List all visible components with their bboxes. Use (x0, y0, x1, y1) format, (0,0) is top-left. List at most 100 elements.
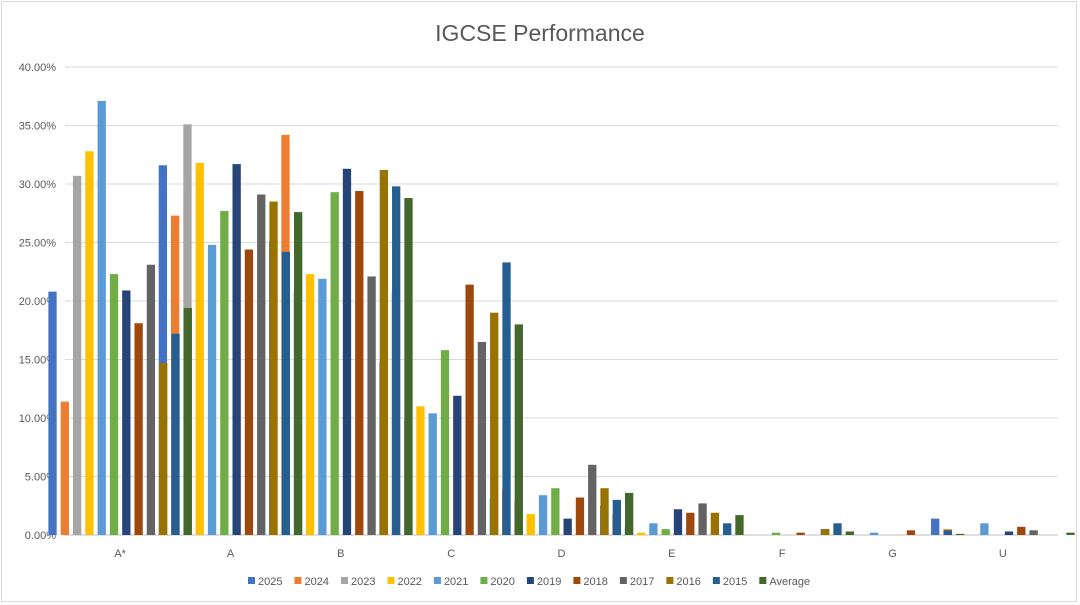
y-tick-label: 15.00% (19, 355, 57, 367)
legend-item: Average (759, 576, 810, 588)
bar-2024-A* (60, 401, 69, 535)
legend-item: 2019 (526, 576, 561, 588)
x-tick-label: A (227, 548, 235, 560)
bar-Average-A (294, 212, 303, 535)
x-tick-label: B (337, 548, 344, 560)
bar-2022-C (416, 406, 425, 535)
legend-swatch (248, 577, 255, 584)
legend-item: 2017 (619, 576, 654, 588)
bar-2018-A* (134, 323, 143, 535)
bar-Average-A* (183, 308, 192, 535)
bar-2020-C (440, 350, 450, 535)
bar-2015-D (612, 499, 621, 535)
bar-Average-U (1066, 532, 1075, 535)
bar-Average-D (625, 492, 634, 535)
bar-2016-A* (159, 363, 168, 535)
bar-2025-U (931, 518, 940, 535)
bar-2017-E (698, 503, 707, 535)
bar-2016-E (710, 512, 720, 535)
legend-item: 2025 (248, 576, 282, 588)
bar-2017-U (1029, 530, 1038, 535)
legend-item: 2015 (712, 576, 747, 588)
bar-2021-D (538, 495, 548, 535)
y-tick-label: 5.00% (25, 472, 56, 484)
bar-2018-E (686, 512, 695, 535)
x-tick-label: D (558, 548, 566, 560)
bar-2020-E (661, 529, 670, 535)
bar-2015-B (392, 186, 401, 535)
y-tick-label: 35.00% (19, 121, 57, 133)
bar-2018-B (355, 191, 364, 535)
bar-2021-G (869, 532, 879, 535)
bar-2020-A (220, 210, 229, 535)
legend-item: 2023 (340, 576, 375, 588)
bar-2021-E (649, 523, 658, 535)
bar-2018-A (244, 249, 254, 535)
bar-2015-F (833, 523, 842, 535)
bar-2019-E (673, 509, 683, 535)
x-tick-label: C (447, 548, 455, 560)
bar-2022-B (305, 274, 315, 535)
bar-2023-A* (72, 175, 82, 535)
legend-label: 2016 (676, 576, 700, 588)
legend-label: Average (769, 576, 810, 588)
bar-2019-A* (122, 290, 131, 535)
bar-2025-A (158, 165, 167, 535)
bar-Average-F (845, 531, 854, 535)
legend-label: 2025 (258, 576, 282, 588)
legend-swatch (387, 577, 395, 584)
bar-2016-C (490, 312, 499, 535)
bar-2019-B (342, 168, 352, 536)
y-tick-label: 25.00% (19, 238, 57, 250)
bar-2025-A* (48, 291, 57, 535)
bar-2015-A (281, 251, 290, 536)
bar-2020-B (330, 192, 339, 535)
y-tick-label: 30.00% (19, 179, 57, 191)
bar-2015-C (502, 262, 511, 535)
y-tick-label: 40.00% (19, 62, 57, 74)
legend-item: 2022 (387, 576, 422, 588)
bar-2017-B (367, 276, 376, 535)
bar-2016-B (379, 169, 389, 535)
bar-2021-A* (97, 100, 106, 536)
legend-label: 2017 (630, 576, 654, 588)
bar-2015-E (723, 523, 732, 535)
legend-label: 2023 (351, 576, 375, 588)
bar-2018-D (575, 497, 585, 535)
legend-swatch (666, 577, 674, 584)
bar-2021-A (207, 244, 217, 535)
bar-2017-D (588, 464, 597, 535)
legend-item: 2016 (666, 576, 701, 588)
bar-Average-E (735, 515, 744, 535)
bar-2020-F (771, 532, 781, 535)
legend-item: 2021 (433, 576, 468, 588)
legend-swatch (712, 577, 720, 584)
bar-2018-G (906, 530, 916, 535)
bar-2017-A* (146, 264, 156, 535)
x-tick-label: G (888, 548, 897, 560)
bar-2022-E (636, 532, 646, 535)
bar-2017-A (257, 194, 266, 535)
y-tick-label: 10.00% (19, 413, 57, 425)
legend-label: 2015 (723, 576, 747, 588)
legend-label: 2024 (304, 576, 328, 588)
legend-item: 2020 (480, 576, 515, 588)
bar-2021-C (428, 413, 437, 535)
bar-2016-D (600, 488, 609, 535)
bar-2022-A (195, 162, 204, 535)
bar-2017-C (477, 341, 487, 535)
bar-2019-D (563, 518, 572, 535)
bar-Average-G (956, 533, 965, 535)
bar-2022-A* (85, 151, 94, 536)
bar-2018-F (796, 532, 805, 535)
legend-swatch (340, 577, 348, 584)
legend-label: 2019 (537, 576, 561, 588)
bar-2019-C (453, 395, 462, 535)
legend-label: 2022 (397, 576, 421, 588)
legend-item: 2018 (573, 576, 608, 588)
bar-2018-C (465, 284, 474, 535)
y-tick-label: 0.00% (25, 530, 56, 542)
bar-2020-A* (109, 274, 119, 535)
